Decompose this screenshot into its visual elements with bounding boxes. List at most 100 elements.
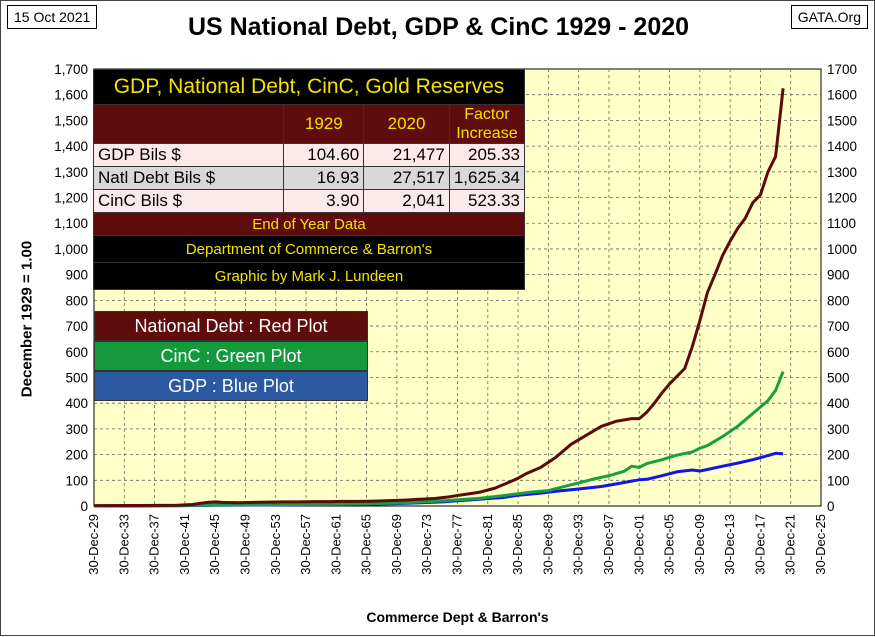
- x-tick-label: 30-Dec-65: [359, 514, 374, 575]
- table-row-debt: Natl Debt Bils $ 16.93 27,517 1,625.34: [92, 166, 526, 190]
- x-tick-label: 30-Dec-33: [116, 514, 131, 575]
- cell-factor: 1,625.34: [448, 166, 526, 190]
- left-y-tick-label: 1,500: [54, 113, 88, 128]
- cell-2020: 2,041: [363, 189, 450, 213]
- x-tick-label: 30-Dec-45: [207, 514, 222, 575]
- x-tick-label: 30-Dec-93: [571, 514, 586, 575]
- left-y-tick-label: 400: [65, 396, 88, 411]
- series-line-national-debt: [93, 88, 785, 508]
- left-y-tick-label: 100: [65, 473, 88, 488]
- x-tick-label: 30-Dec-97: [601, 514, 616, 575]
- right-y-tick-label: 1000: [827, 242, 857, 257]
- x-tick-label: 30-Dec-53: [268, 514, 283, 575]
- note-author: Graphic by Mark J. Lundeen: [93, 262, 525, 290]
- row-label: GDP Bils $: [92, 143, 285, 167]
- legend-national-debt: National Debt : Red Plot: [94, 311, 368, 341]
- x-tick-label: 30-Dec-77: [450, 514, 465, 575]
- note-end-of-year: End of Year Data: [93, 212, 525, 236]
- note-row: End of Year Data: [93, 212, 525, 236]
- right-y-tick-label: 600: [827, 345, 850, 360]
- series-line-cinc: [93, 371, 785, 508]
- right-y-tick-label: 200: [827, 448, 850, 463]
- right-y-tick-label: 900: [827, 268, 850, 283]
- legend-gdp: GDP : Blue Plot: [94, 371, 368, 401]
- x-tick-label: 30-Dec-85: [510, 514, 525, 575]
- cell-1929: 16.93: [283, 166, 365, 190]
- left-y-tick-label: 1,200: [54, 191, 88, 206]
- cell-2020: 21,477: [363, 143, 450, 167]
- note-source: Department of Commerce & Barron's: [93, 235, 525, 263]
- right-y-tick-label: 0: [827, 499, 835, 514]
- left-y-tick-label: 1,400: [54, 139, 88, 154]
- x-tick-label: 30-Dec-13: [722, 514, 737, 575]
- cell-1929: 3.90: [283, 189, 365, 213]
- row-label: CinC Bils $: [92, 189, 285, 213]
- x-tick-label: 30-Dec-17: [752, 514, 767, 575]
- summary-table: GDP, National Debt, CinC, Gold Reserves …: [92, 69, 526, 290]
- left-y-tick-label: 1,000: [54, 242, 88, 257]
- chart-title: US National Debt, GDP & CinC 1929 - 2020: [187, 13, 690, 41]
- right-y-tick-label: 1300: [827, 165, 857, 180]
- left-y-tick-label: 1,600: [54, 88, 88, 103]
- header-blank: [92, 104, 285, 144]
- table-row-cinc: CinC Bils $ 3.90 2,041 523.33: [92, 189, 526, 213]
- left-y-tick-label: 500: [65, 370, 88, 385]
- x-tick-label: 30-Dec-61: [328, 514, 343, 575]
- row-label: Natl Debt Bils $: [92, 166, 285, 190]
- left-y-tick-label: 300: [65, 422, 88, 437]
- table-row-gdp: GDP Bils $ 104.60 21,477 205.33: [92, 143, 526, 167]
- x-tick-label: 30-Dec-29: [86, 514, 101, 575]
- right-y-tick-label: 1700: [827, 62, 857, 77]
- x-tick-label: 30-Dec-21: [783, 514, 798, 575]
- header-2020: 2020: [363, 104, 450, 144]
- left-y-tick-label: 1,300: [54, 165, 88, 180]
- x-tick-label: 30-Dec-81: [480, 514, 495, 575]
- cell-2020: 27,517: [363, 166, 450, 190]
- left-y-tick-label: 700: [65, 319, 88, 334]
- date-label: 15 Oct 2021: [7, 5, 98, 29]
- right-y-tick-label: 1600: [827, 88, 857, 103]
- x-tick-label: 30-Dec-49: [237, 514, 252, 575]
- table-header-row: 1929 2020 Factor Increase: [92, 104, 526, 144]
- header-1929: 1929: [283, 104, 365, 144]
- table-title: GDP, National Debt, CinC, Gold Reserves: [93, 69, 525, 105]
- right-y-tick-label: 800: [827, 293, 850, 308]
- x-tick-label: 30-Dec-41: [177, 514, 192, 575]
- right-y-tick-label: 100: [827, 473, 850, 488]
- left-y-tick-label: 0: [80, 499, 88, 514]
- right-y-tick-label: 700: [827, 319, 850, 334]
- x-tick-label: 30-Dec-05: [662, 514, 677, 575]
- right-y-tick-label: 1100: [827, 216, 856, 231]
- left-y-tick-label: 600: [65, 345, 88, 360]
- x-axis-label: Commerce Dept & Barron's: [366, 609, 549, 625]
- left-y-tick-label: 800: [65, 293, 88, 308]
- left-y-tick-label: 900: [65, 268, 88, 283]
- source-label: GATA.Org: [790, 5, 868, 29]
- x-tick-label: 30-Dec-69: [389, 514, 404, 575]
- left-y-tick-label: 1,700: [54, 62, 88, 77]
- x-tick-label: 30-Dec-25: [813, 514, 828, 575]
- x-tick-label: 30-Dec-73: [419, 514, 434, 575]
- note-row: Graphic by Mark J. Lundeen: [93, 262, 525, 290]
- legend-cinc: CinC : Green Plot: [94, 341, 368, 371]
- left-y-tick-label: 1,100: [54, 216, 88, 231]
- right-y-tick-label: 300: [827, 422, 850, 437]
- right-y-tick-label: 400: [827, 396, 850, 411]
- right-y-tick-label: 1400: [827, 139, 857, 154]
- x-tick-label: 30-Dec-09: [692, 514, 707, 575]
- right-y-tick-label: 1500: [827, 113, 857, 128]
- x-tick-label: 30-Dec-57: [298, 514, 313, 575]
- y-axis-label: December 1929 = 1.00: [18, 240, 36, 398]
- note-row: Department of Commerce & Barron's: [93, 235, 525, 263]
- cell-factor: 205.33: [448, 143, 526, 167]
- cell-factor: 523.33: [448, 189, 526, 213]
- right-y-tick-label: 500: [827, 370, 850, 385]
- header-factor: Factor Increase: [448, 104, 526, 144]
- x-tick-label: 30-Dec-37: [147, 514, 162, 575]
- right-y-tick-label: 1200: [827, 191, 857, 206]
- cell-1929: 104.60: [283, 143, 365, 167]
- left-y-tick-label: 200: [65, 448, 88, 463]
- x-tick-label: 30-Dec-89: [540, 514, 555, 575]
- x-tick-label: 30-Dec-01: [631, 514, 646, 575]
